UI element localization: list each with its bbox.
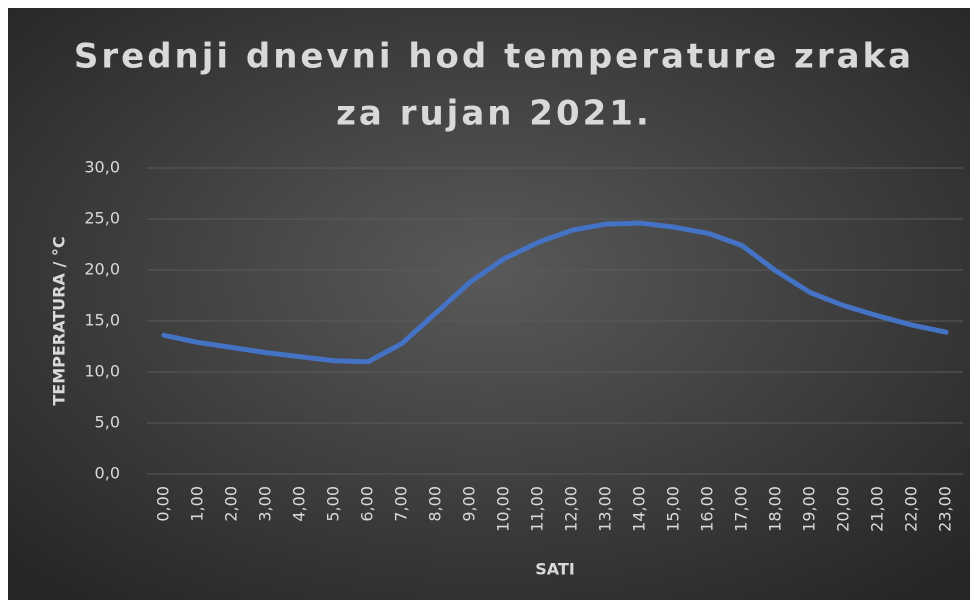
x-tick-label: 20,00: [834, 486, 853, 532]
data-line: [161, 220, 949, 365]
y-tick-label: 20,0: [84, 260, 120, 279]
x-tick-label: 3,00: [256, 486, 275, 522]
x-tick-label: 11,00: [528, 486, 547, 532]
x-tick-label: 12,00: [562, 486, 581, 532]
x-tick-label: 2,00: [222, 486, 241, 522]
y-tick-label: 30,0: [84, 158, 120, 177]
x-tick-label: 16,00: [698, 486, 717, 532]
y-tick-label: 0,0: [95, 464, 120, 483]
x-axis-label: SATI: [535, 560, 575, 579]
x-tick-label: 8,00: [426, 486, 445, 522]
x-tick-label: 0,00: [154, 486, 173, 522]
x-tick-label: 19,00: [800, 486, 819, 532]
y-tick-label: 10,0: [84, 362, 120, 381]
x-tick-label: 10,00: [494, 486, 513, 532]
x-tick-label: 6,00: [358, 486, 377, 522]
y-tick-label: 25,0: [84, 209, 120, 228]
chart-background: [8, 8, 970, 600]
y-tick-label: 15,0: [84, 311, 120, 330]
y-axis-label: TEMPERATURA / °C: [50, 236, 69, 405]
x-tick-label: 9,00: [460, 486, 479, 522]
x-tick-label: 4,00: [290, 486, 309, 522]
x-tick-label: 5,00: [324, 486, 343, 522]
x-tick-label: 1,00: [188, 486, 207, 522]
x-tick-label: 22,00: [902, 486, 921, 532]
chart-title: za rujan 2021.: [336, 94, 652, 134]
x-tick-label: 13,00: [596, 486, 615, 532]
x-tick-label: 15,00: [664, 486, 683, 532]
y-tick-label: 5,0: [95, 413, 120, 432]
x-tick-label: 23,00: [936, 486, 955, 532]
x-tick-label: 17,00: [732, 486, 751, 532]
x-tick-label: 14,00: [630, 486, 649, 532]
x-tick-label: 7,00: [392, 486, 411, 522]
x-tick-label: 21,00: [868, 486, 887, 532]
chart-title: Srednji dnevni hod temperature zraka: [74, 37, 914, 77]
x-tick-label: 18,00: [766, 486, 785, 532]
